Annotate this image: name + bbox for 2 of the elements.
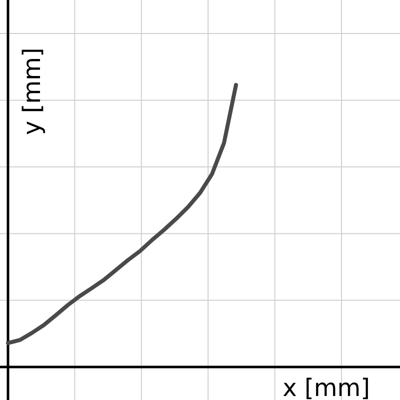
x-axis-title: x [mm] <box>282 374 370 400</box>
y-axis-title: y [mm] <box>18 48 46 135</box>
